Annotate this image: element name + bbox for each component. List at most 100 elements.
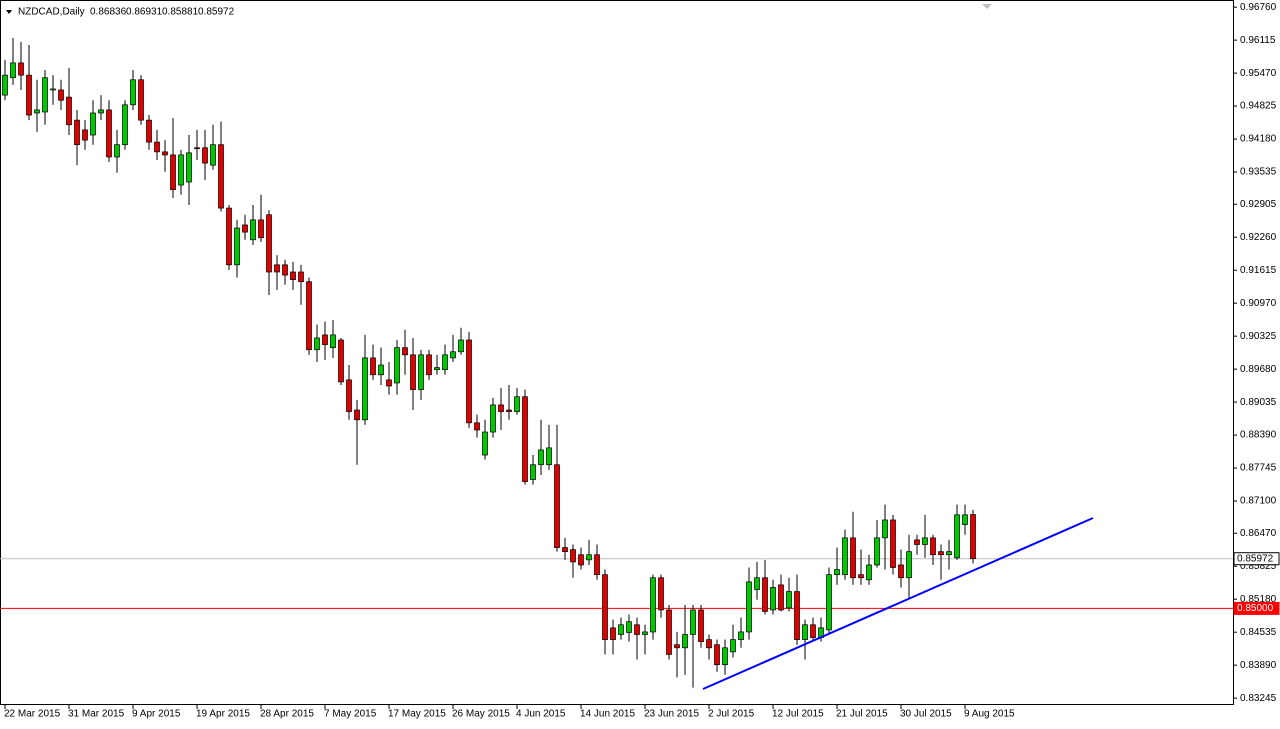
candle-body bbox=[386, 379, 392, 387]
symbol: NZDCAD,Daily bbox=[18, 7, 85, 18]
candle-body bbox=[602, 574, 608, 640]
candle-body bbox=[890, 519, 896, 568]
x-tick-label: 9 Apr 2015 bbox=[132, 709, 181, 720]
candle-body bbox=[346, 379, 352, 412]
candle-body bbox=[186, 152, 192, 183]
candle-body bbox=[362, 357, 368, 421]
candle-body bbox=[226, 207, 232, 266]
candle-body bbox=[610, 627, 616, 640]
candle-body bbox=[586, 554, 592, 561]
candle-body bbox=[514, 396, 520, 412]
y-tick-label: 0.90970 bbox=[1240, 298, 1277, 309]
candle-body bbox=[34, 109, 40, 114]
candle-body bbox=[738, 631, 744, 640]
candle-body bbox=[762, 577, 768, 612]
candle-body bbox=[370, 357, 376, 376]
x-tick-label: 17 May 2015 bbox=[388, 709, 446, 720]
y-tick-label: 0.94825 bbox=[1240, 101, 1277, 112]
header-open: 0.86836 bbox=[90, 7, 127, 18]
candle-body bbox=[314, 337, 320, 351]
candle-body bbox=[378, 364, 384, 376]
candle-body bbox=[170, 154, 176, 191]
candle-body bbox=[562, 547, 568, 553]
candle-body bbox=[642, 631, 648, 635]
candle-body bbox=[874, 537, 880, 566]
candle-body bbox=[66, 96, 72, 126]
candle-body bbox=[786, 591, 792, 609]
y-tick-label: 0.83890 bbox=[1240, 660, 1277, 671]
shift-marker bbox=[982, 4, 992, 9]
header-close: 0.85972 bbox=[198, 7, 235, 18]
price-label: 0.85000 bbox=[1237, 603, 1274, 614]
candle-body bbox=[546, 447, 552, 466]
candle-body bbox=[466, 339, 472, 424]
candle-body bbox=[306, 281, 312, 351]
candle-body bbox=[290, 271, 296, 281]
x-tick-label: 4 Jun 2015 bbox=[516, 709, 566, 720]
plot-frame bbox=[0, 0, 1234, 705]
candle-body bbox=[98, 109, 104, 114]
x-tick-label: 14 Jun 2015 bbox=[580, 709, 635, 720]
candle-body bbox=[58, 89, 64, 101]
y-tick-label: 0.85825 bbox=[1240, 561, 1277, 572]
x-tick-label: 19 Apr 2015 bbox=[196, 709, 250, 720]
candle-body bbox=[954, 514, 960, 559]
candle-body bbox=[218, 144, 224, 209]
candle-body bbox=[106, 109, 112, 158]
y-tick-label: 0.93535 bbox=[1240, 167, 1277, 178]
price-label: 0.85972 bbox=[1237, 553, 1274, 564]
candle-body bbox=[162, 151, 168, 156]
x-tick-label: 7 May 2015 bbox=[324, 709, 377, 720]
candle-body bbox=[706, 639, 712, 649]
y-tick-label: 0.83245 bbox=[1240, 693, 1277, 704]
candle-body bbox=[914, 539, 920, 545]
header-low: 0.85881 bbox=[162, 7, 199, 18]
candle-body bbox=[970, 514, 976, 560]
x-tick-label: 21 Jul 2015 bbox=[836, 709, 888, 720]
candle-body bbox=[810, 624, 816, 638]
y-tick-label: 0.89035 bbox=[1240, 397, 1277, 408]
candle-body bbox=[930, 537, 936, 556]
price-label-box bbox=[1233, 552, 1280, 566]
y-tick-label: 0.96760 bbox=[1240, 2, 1277, 13]
candle-body bbox=[522, 396, 528, 482]
candle-body bbox=[826, 574, 832, 631]
y-tick-label: 0.84535 bbox=[1240, 627, 1277, 638]
price-label-box bbox=[1233, 601, 1280, 615]
y-tick-label: 0.87745 bbox=[1240, 463, 1277, 474]
candle-body bbox=[458, 339, 464, 353]
candle-body bbox=[146, 119, 152, 143]
candle-body bbox=[418, 354, 424, 390]
x-tick-label: 22 Mar 2015 bbox=[4, 709, 61, 720]
candle-body bbox=[530, 464, 536, 480]
x-tick-label: 2 Jul 2015 bbox=[708, 709, 755, 720]
candle-body bbox=[570, 549, 576, 563]
y-tick-label: 0.94180 bbox=[1240, 134, 1277, 145]
y-tick-label: 0.91615 bbox=[1240, 265, 1277, 276]
candle-body bbox=[234, 227, 240, 266]
candle-body bbox=[178, 154, 184, 186]
candle-body bbox=[482, 431, 488, 456]
candle-body bbox=[666, 609, 672, 655]
candle-body bbox=[474, 422, 480, 431]
candle-body bbox=[242, 224, 248, 233]
candle-body bbox=[114, 144, 120, 158]
candle-body bbox=[698, 609, 704, 642]
candle-body bbox=[554, 464, 560, 548]
candle-body bbox=[42, 77, 48, 113]
candle-body bbox=[578, 554, 584, 566]
x-tick-label: 28 Apr 2015 bbox=[260, 709, 314, 720]
y-tick-label: 0.90325 bbox=[1240, 331, 1277, 342]
y-tick-label: 0.88390 bbox=[1240, 430, 1277, 441]
candle-body bbox=[2, 74, 8, 96]
x-tick-label: 30 Jul 2015 bbox=[900, 709, 952, 720]
candle-body bbox=[746, 581, 752, 633]
candle-body bbox=[842, 537, 848, 576]
candle-body bbox=[714, 644, 720, 666]
candle-body bbox=[506, 409, 512, 412]
y-tick-label: 0.92260 bbox=[1240, 232, 1277, 243]
y-tick-label: 0.85180 bbox=[1240, 594, 1277, 605]
candle-body bbox=[658, 577, 664, 611]
